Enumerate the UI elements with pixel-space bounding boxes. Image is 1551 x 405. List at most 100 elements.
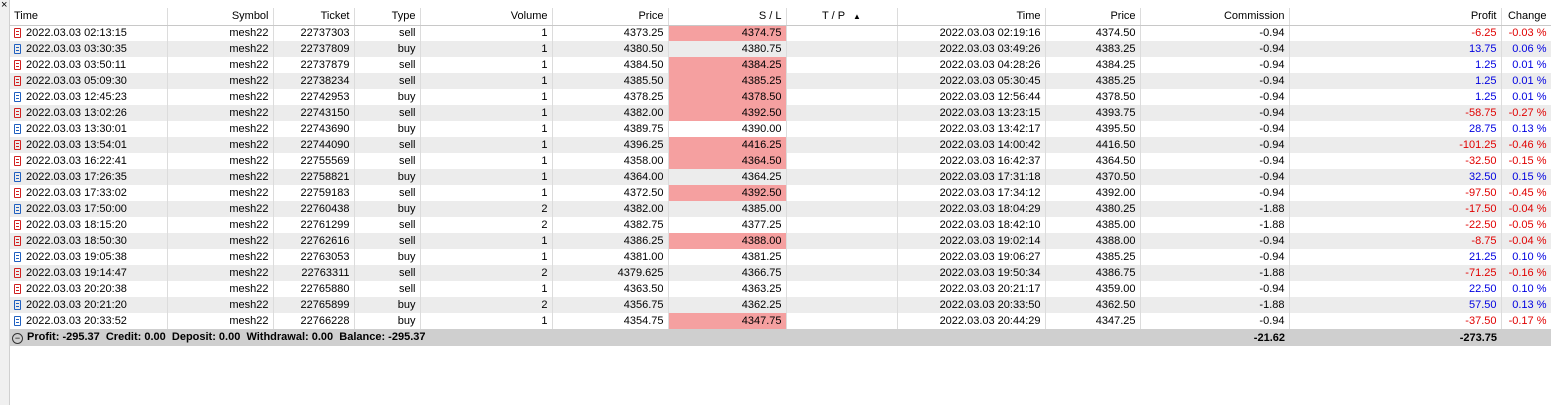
table-row[interactable]: 2022.03.03 18:50:30 mesh22 22762616 sell 1 43… (10, 233, 1551, 249)
cell-change: -0.15 % (1501, 153, 1551, 169)
column-header-sl[interactable]: S / L (668, 8, 787, 26)
cell-take-profit (786, 153, 898, 169)
cell-close-time: 2022.03.03 20:44:29 (897, 313, 1046, 329)
cell-change: -0.16 % (1501, 265, 1551, 281)
sell-order-icon (14, 156, 21, 166)
table-row[interactable]: 2022.03.03 13:02:26 mesh22 22743150 sell 1 43… (10, 105, 1551, 121)
column-header-type[interactable]: Type (354, 8, 421, 26)
cell-ticket: 22743690 (273, 121, 355, 137)
table-row[interactable]: 2022.03.03 05:09:30 mesh22 22738234 sell 1 43… (10, 73, 1551, 89)
cell-symbol: mesh22 (167, 153, 274, 169)
cell-ticket: 22737303 (273, 25, 355, 41)
table-row[interactable]: 2022.03.03 03:30:35 mesh22 22737809 buy 1 438… (10, 41, 1551, 57)
cell-commission: -0.94 (1140, 169, 1290, 185)
table-row[interactable]: 2022.03.03 20:33:52 mesh22 22766228 buy 1 435… (10, 313, 1551, 329)
cell-symbol: mesh22 (167, 105, 274, 121)
close-icon[interactable]: × (1, 0, 8, 11)
cell-open-price: 4389.75 (552, 121, 669, 137)
table-row[interactable]: 2022.03.03 17:50:00 mesh22 22760438 buy 2 438… (10, 201, 1551, 217)
sell-order-icon (14, 220, 21, 230)
cell-commission: -1.88 (1140, 217, 1290, 233)
cell-close-price: 4370.50 (1045, 169, 1141, 185)
cell-volume: 1 (420, 281, 553, 297)
column-header-close-price[interactable]: Price (1045, 8, 1141, 26)
buy-order-icon (14, 124, 21, 134)
table-row[interactable]: 2022.03.03 19:05:38 mesh22 22763053 buy 1 438… (10, 249, 1551, 265)
buy-order-icon (14, 92, 21, 102)
table-row[interactable]: 2022.03.03 03:50:11 mesh22 22737879 sell 1 43… (10, 57, 1551, 73)
cell-type: sell (354, 233, 421, 249)
cell-take-profit (786, 201, 898, 217)
cell-change: -0.46 % (1501, 137, 1551, 153)
table-row[interactable]: 2022.03.03 02:13:15 mesh22 22737303 sell 1 43… (10, 25, 1551, 41)
table-row[interactable]: 2022.03.03 17:26:35 mesh22 22758821 buy 1 436… (10, 169, 1551, 185)
cell-open-time: 2022.03.03 02:13:15 (10, 25, 168, 41)
table-row[interactable]: 2022.03.03 20:21:20 mesh22 22765899 buy 2 435… (10, 297, 1551, 313)
cell-profit: 13.75 (1289, 41, 1502, 57)
cell-volume: 2 (420, 297, 553, 313)
table-row[interactable]: 2022.03.03 16:22:41 mesh22 22755569 sell 1 43… (10, 153, 1551, 169)
summary-profit: -273.75 (1289, 329, 1501, 346)
cell-commission: -0.94 (1140, 313, 1290, 329)
collapse-icon[interactable]: − (12, 333, 23, 344)
cell-change: 0.10 % (1501, 281, 1551, 297)
cell-commission: -0.94 (1140, 57, 1290, 73)
column-header-symbol[interactable]: Symbol (167, 8, 274, 26)
cell-stop-loss: 4392.50 (668, 105, 787, 121)
cell-open-time: 2022.03.03 20:21:20 (10, 297, 168, 313)
cell-ticket: 22763311 (273, 265, 355, 281)
summary-change (1501, 329, 1551, 346)
table-row[interactable]: 2022.03.03 17:33:02 mesh22 22759183 sell 1 43… (10, 185, 1551, 201)
summary-cell: − Profit: -295.37 Credit: 0.00 Deposit: 0… (10, 329, 1140, 346)
cell-take-profit (786, 137, 898, 153)
column-header-change[interactable]: Change (1501, 8, 1551, 26)
cell-change: -0.04 % (1501, 233, 1551, 249)
cell-open-time: 2022.03.03 17:50:00 (10, 201, 168, 217)
cell-commission: -1.88 (1140, 297, 1290, 313)
cell-change: -0.04 % (1501, 201, 1551, 217)
cell-change: 0.01 % (1501, 89, 1551, 105)
cell-open-price: 4373.25 (552, 25, 669, 41)
column-header-volume[interactable]: Volume (420, 8, 553, 26)
cell-change: -0.05 % (1501, 217, 1551, 233)
cell-stop-loss: 4377.25 (668, 217, 787, 233)
column-header-time[interactable]: Time (10, 8, 168, 26)
table-row[interactable]: 2022.03.03 13:30:01 mesh22 22743690 buy 1 438… (10, 121, 1551, 137)
cell-stop-loss: 4362.25 (668, 297, 787, 313)
cell-symbol: mesh22 (167, 265, 274, 281)
column-header-close-time[interactable]: Time (897, 8, 1046, 26)
cell-open-price: 4382.00 (552, 201, 669, 217)
cell-type: buy (354, 121, 421, 137)
cell-open-price: 4363.50 (552, 281, 669, 297)
cell-open-time: 2022.03.03 19:14:47 (10, 265, 168, 281)
cell-commission: -1.88 (1140, 201, 1290, 217)
cell-close-price: 4392.00 (1045, 185, 1141, 201)
table-row[interactable]: 2022.03.03 12:45:23 mesh22 22742953 buy 1 437… (10, 89, 1551, 105)
table-row[interactable]: 2022.03.03 18:15:20 mesh22 22761299 sell 2 43… (10, 217, 1551, 233)
column-header-tp[interactable]: T / P ▲ (786, 8, 898, 26)
cell-volume: 1 (420, 57, 553, 73)
table-row[interactable]: 2022.03.03 13:54:01 mesh22 22744090 sell 1 43… (10, 137, 1551, 153)
cell-stop-loss: 4378.50 (668, 89, 787, 105)
cell-take-profit (786, 217, 898, 233)
column-header-profit[interactable]: Profit (1289, 8, 1502, 26)
cell-take-profit (786, 89, 898, 105)
cell-stop-loss: 4392.50 (668, 185, 787, 201)
column-header-ticket[interactable]: Ticket (273, 8, 355, 26)
cell-profit: 1.25 (1289, 73, 1502, 89)
cell-take-profit (786, 41, 898, 57)
column-header-commission[interactable]: Commission (1140, 8, 1290, 26)
cell-stop-loss: 4381.25 (668, 249, 787, 265)
sell-order-icon (14, 284, 21, 294)
table-row[interactable]: 2022.03.03 19:14:47 mesh22 22763311 sell 2 43… (10, 265, 1551, 281)
cell-open-price: 4354.75 (552, 313, 669, 329)
cell-profit: 32.50 (1289, 169, 1502, 185)
column-header-price[interactable]: Price (552, 8, 669, 26)
table-row[interactable]: 2022.03.03 20:20:38 mesh22 22765880 sell 1 43… (10, 281, 1551, 297)
cell-open-time: 2022.03.03 03:50:11 (10, 57, 168, 73)
cell-close-price: 4385.25 (1045, 249, 1141, 265)
cell-profit: 28.75 (1289, 121, 1502, 137)
cell-close-time: 2022.03.03 14:00:42 (897, 137, 1046, 153)
cell-ticket: 22765899 (273, 297, 355, 313)
cell-open-time: 2022.03.03 19:05:38 (10, 249, 168, 265)
